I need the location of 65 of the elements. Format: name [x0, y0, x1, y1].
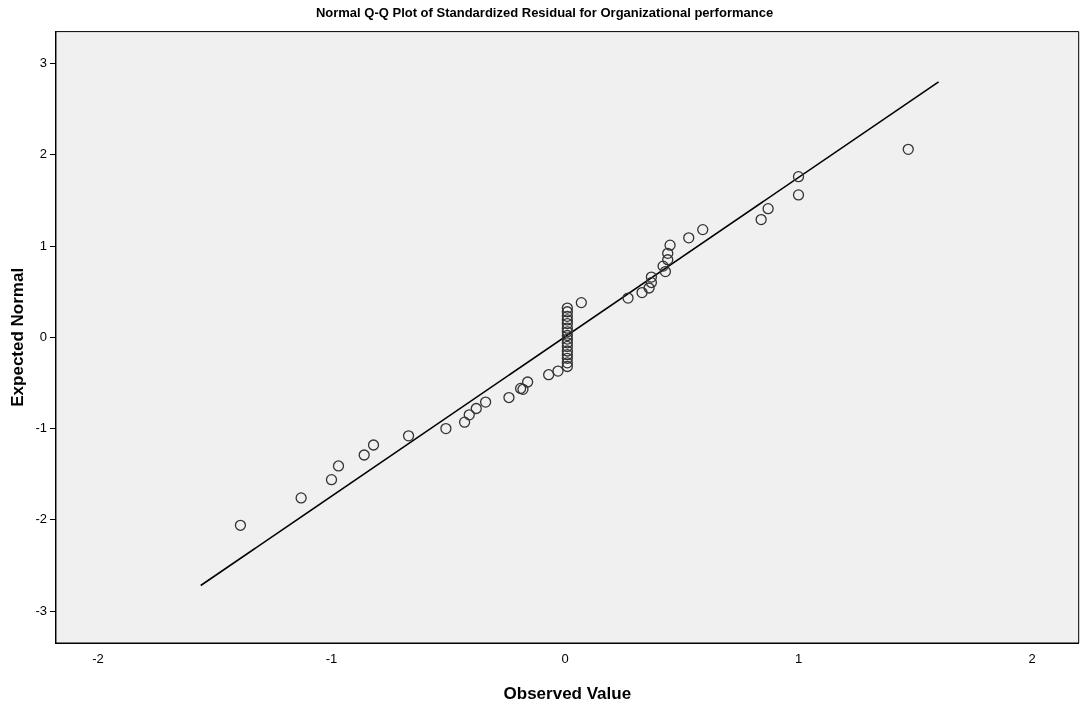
point [561, 348, 573, 361]
y-tick-label: 2 [39, 146, 47, 162]
y-tick-label: 3 [39, 55, 47, 71]
point [367, 439, 380, 451]
point [561, 360, 573, 373]
point [543, 369, 555, 381]
point [503, 391, 515, 404]
point [561, 322, 573, 334]
point [521, 376, 534, 388]
point [295, 492, 307, 504]
point [561, 340, 573, 353]
point [561, 337, 573, 349]
point [792, 189, 805, 201]
point [643, 282, 655, 294]
point [561, 314, 573, 326]
point [561, 302, 573, 314]
point [662, 247, 674, 259]
point [458, 416, 471, 428]
point [463, 409, 475, 421]
x-tick-label: -1 [325, 651, 338, 667]
point [697, 223, 709, 236]
point [575, 296, 587, 309]
y-tick-label: 0 [39, 328, 47, 344]
point [561, 326, 573, 338]
point [552, 365, 564, 377]
point [645, 271, 658, 283]
chart-title: Normal Q-Q Plot of Standardized Residual for Organizational performance [315, 5, 774, 21]
point [561, 345, 573, 357]
point [755, 213, 767, 226]
point [645, 276, 658, 289]
x-tick-label: 0 [561, 651, 569, 667]
y-tick-label: 1 [39, 237, 47, 253]
x-tick-label: 1 [794, 651, 803, 667]
point [358, 449, 370, 461]
point [470, 402, 482, 415]
point [325, 474, 338, 486]
point [762, 202, 774, 215]
point [561, 357, 573, 369]
point [332, 460, 345, 472]
point [440, 422, 452, 435]
x-tick-label: 2 [1028, 651, 1036, 667]
point [792, 171, 805, 183]
y-tick-label: -3 [35, 602, 47, 618]
point [659, 265, 672, 278]
point [657, 260, 669, 272]
point [664, 239, 676, 251]
point [662, 254, 674, 266]
point [683, 232, 695, 244]
x-tick-label: -2 [92, 651, 104, 667]
point [636, 286, 648, 299]
point [561, 306, 573, 318]
y-axis-title: Expected Normal [7, 267, 27, 407]
y-tick-label: -2 [35, 511, 47, 527]
point [561, 352, 573, 364]
point [561, 333, 573, 345]
point [561, 317, 573, 330]
point [234, 519, 247, 531]
x-axis-title: Observed Value [503, 684, 632, 704]
y-tick-label: -1 [35, 420, 47, 436]
point [561, 329, 573, 342]
point [622, 292, 634, 304]
point [479, 396, 492, 408]
point [561, 310, 573, 322]
point [902, 143, 914, 155]
point [402, 430, 415, 442]
